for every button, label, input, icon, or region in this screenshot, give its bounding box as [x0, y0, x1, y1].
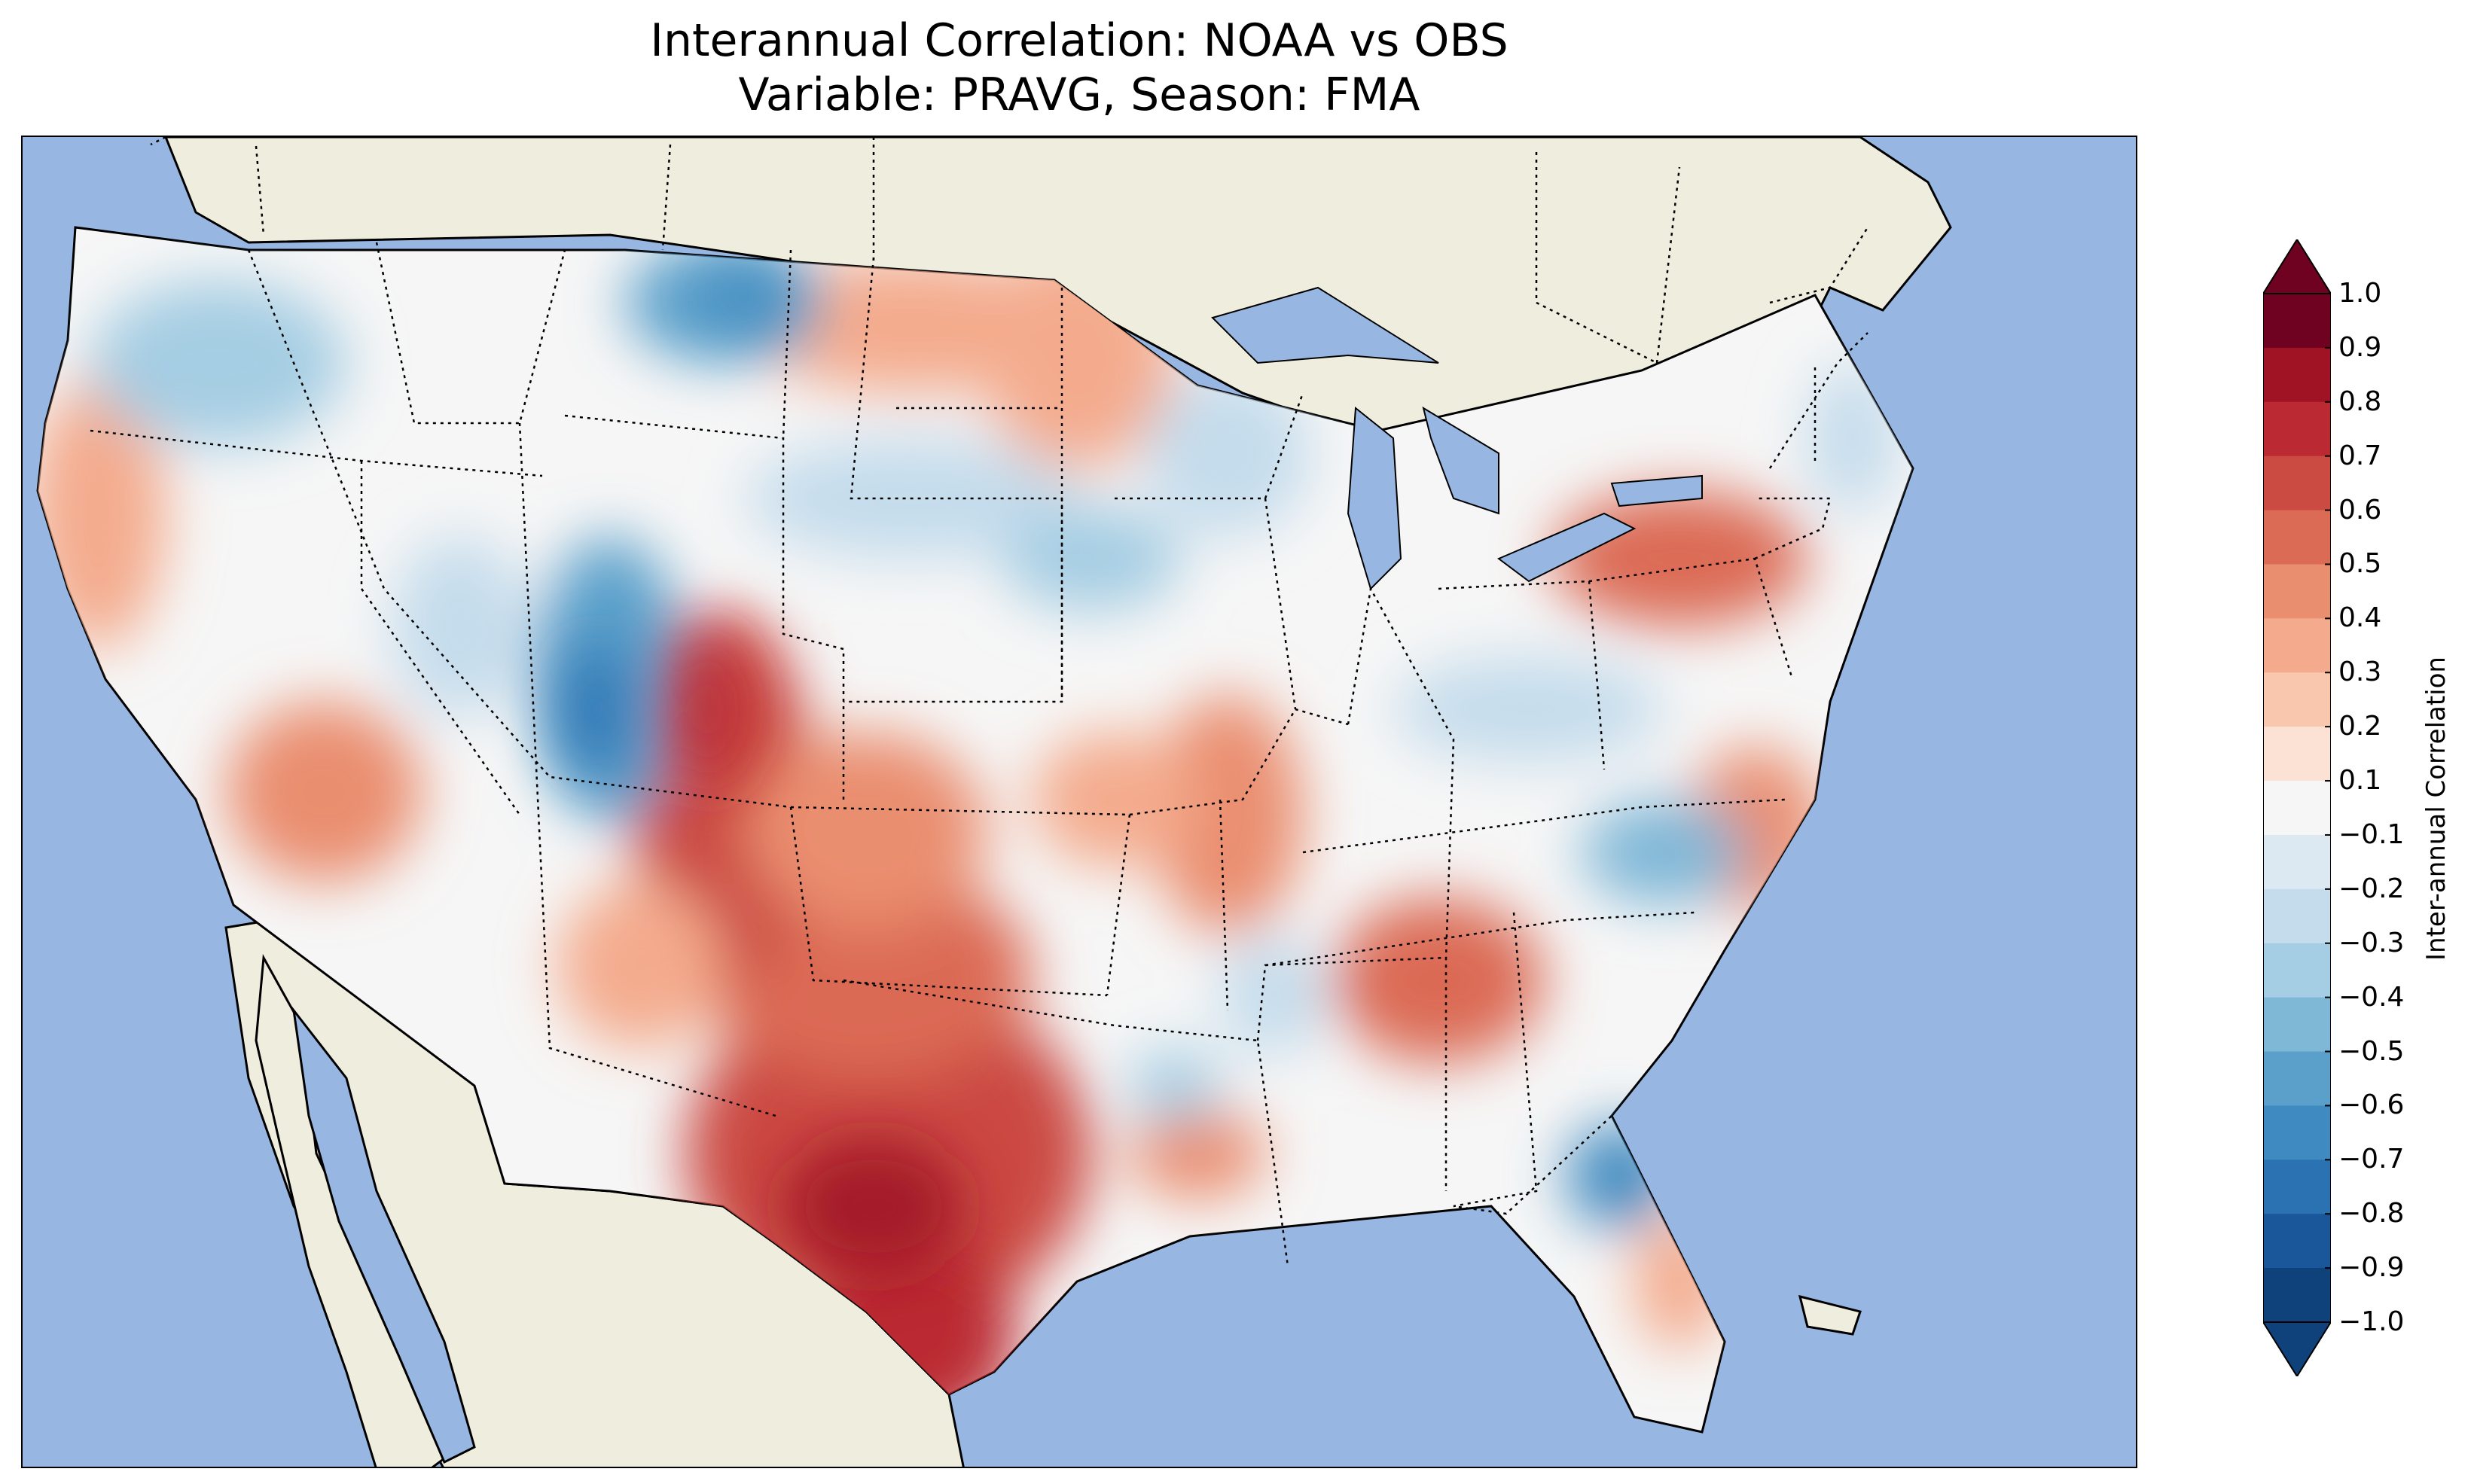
field-washington-negative [90, 280, 346, 446]
colorbar-segment [2263, 347, 2331, 403]
map-panel [21, 136, 2137, 1468]
lake-ontario [1610, 474, 1703, 507]
colorbar-tick-label: −0.9 [2338, 1252, 2405, 1284]
field-virginia-negative [1582, 800, 1747, 905]
national-borders [150, 137, 1869, 364]
colorbar-segment [2263, 401, 2331, 457]
correlation-field [38, 242, 1898, 1432]
colorbar-segment [2263, 727, 2331, 782]
colorbar-tick-label: 0.9 [2338, 331, 2382, 363]
lake-erie [1497, 512, 1637, 583]
colorbar-segment [2263, 456, 2331, 511]
colorbar-tick-label: 0.4 [2338, 602, 2382, 634]
field-colorado-core [670, 634, 746, 785]
field-missouri-positive [1152, 694, 1303, 935]
lake-michigan [1347, 407, 1402, 590]
colorbar-tick-label: −0.3 [2338, 927, 2405, 958]
lake-huron [1422, 406, 1499, 515]
field-texas-core [783, 1138, 964, 1274]
colorbar-tick-label: 0.7 [2338, 440, 2382, 471]
colorbar-segment [2263, 781, 2331, 836]
colorbar-segment [2263, 888, 2331, 944]
colorbar-segment [2263, 510, 2331, 565]
field-pennsylvania-positive [1551, 491, 1807, 626]
colorbar-segment [2263, 672, 2331, 727]
colorbar-tick-label: −0.4 [2338, 981, 2405, 1013]
title-line-1: Interannual Correlation: NOAA vs OBS [650, 14, 1508, 67]
colorbar-extend-top [2263, 239, 2331, 294]
colorbar-tick-label: 0.5 [2338, 548, 2382, 580]
colorbar-segment [2263, 997, 2331, 1053]
field-idaho-negative [392, 536, 527, 717]
colorbar-segment [2263, 1159, 2331, 1214]
colorbar-tick-label: −0.7 [2338, 1144, 2405, 1175]
colorbar-tick-label: 1.0 [2338, 278, 2382, 309]
colorbar-segment [2263, 834, 2331, 890]
lake-superior [1211, 286, 1439, 364]
field-alabama-positive [1333, 897, 1544, 1063]
colorbar-tick-label: −0.2 [2338, 873, 2405, 904]
colorbar-segment [2263, 1268, 2331, 1323]
field-nevada-positive [226, 702, 422, 882]
field-louisiana-positive [1130, 1108, 1265, 1199]
state-borders [90, 242, 1868, 1267]
correlation-map [36, 137, 1952, 1467]
colorbar-segment [2263, 943, 2331, 998]
colorbar-segment [2263, 564, 2331, 619]
field-montana-core [700, 265, 791, 325]
colorbar-outline [2263, 293, 2331, 1323]
field-nebraska-negative [1002, 506, 1182, 611]
field-iowa-positive [1032, 732, 1197, 867]
colorbar [2263, 239, 2331, 1376]
colorbar-tick-label: 0.6 [2338, 494, 2382, 526]
field-wisconsin-negative [1145, 370, 1310, 536]
colorbar-tick-label: 0.3 [2338, 657, 2382, 688]
field-mississippi-negative [1220, 935, 1325, 1056]
field-utah-core [561, 641, 629, 777]
field-arkansas-negative [1130, 1048, 1220, 1123]
figure-title: Interannual Correlation: NOAA vs OBS Var… [21, 14, 2137, 122]
colorbar-tick-label: 0.1 [2338, 765, 2382, 797]
colorbar-segment [2263, 1214, 2331, 1269]
field-ohio-negative [1393, 657, 1664, 762]
colorbar-segment [2263, 294, 2331, 349]
colorbar-segment [2263, 618, 2331, 673]
field-new-england-negative [1807, 363, 1898, 513]
colorbar-tick-marks [2325, 293, 2331, 1323]
colorbar-tick-label: −0.1 [2338, 818, 2405, 850]
colorbar-label: Inter-annual Correlation [2421, 657, 2451, 961]
cuba-island [1798, 1294, 1862, 1336]
colorbar-tick-label: 0.2 [2338, 711, 2382, 742]
gulf-of-california [291, 1006, 476, 1464]
field-florida-negative [1566, 1123, 1672, 1229]
colorbar-tick-label: −0.5 [2338, 1035, 2405, 1067]
field-south-florida-positive [1634, 1214, 1725, 1349]
great-lakes [1211, 286, 1703, 590]
colorbar-extend-bottom [2263, 1321, 2331, 1376]
colorbar-segment [2263, 1051, 2331, 1106]
title-line-2: Variable: PRAVG, Season: FMA [738, 69, 1420, 121]
colorbar-segments [2263, 294, 2331, 1323]
field-kansas-positive [746, 732, 987, 928]
colorbar-segment [2263, 1105, 2331, 1160]
colorbar-tick-label: −0.8 [2338, 1198, 2405, 1230]
colorbar-tick-label: 0.8 [2338, 385, 2382, 417]
colorbar-tick-label: −0.6 [2338, 1089, 2405, 1121]
colorbar-tick-label: −1.0 [2338, 1306, 2405, 1337]
field-new-mexico-positive [557, 882, 723, 1048]
